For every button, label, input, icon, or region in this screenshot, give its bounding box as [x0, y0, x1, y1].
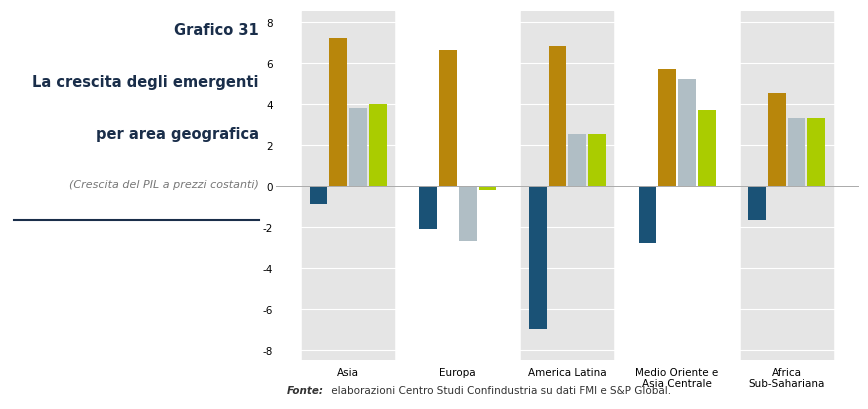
- Bar: [639, 186, 656, 243]
- Bar: [740, 12, 832, 360]
- Bar: [529, 186, 547, 329]
- Bar: [589, 135, 606, 186]
- Text: (Crescita del PIL a prezzi costanti): (Crescita del PIL a prezzi costanti): [69, 179, 259, 189]
- Bar: [698, 110, 715, 186]
- Text: per area geografica: per area geografica: [95, 127, 259, 142]
- Text: Fonte:: Fonte:: [286, 385, 324, 395]
- Bar: [329, 39, 347, 186]
- Bar: [788, 119, 806, 186]
- Bar: [310, 186, 327, 204]
- Bar: [658, 70, 676, 186]
- Bar: [748, 186, 766, 221]
- Bar: [569, 135, 586, 186]
- Bar: [678, 80, 696, 186]
- Bar: [522, 12, 614, 360]
- Bar: [459, 186, 477, 241]
- Bar: [349, 108, 367, 186]
- Bar: [369, 104, 386, 186]
- Text: elaborazioni Centro Studi Confindustria su dati FMI e S&P Global.: elaborazioni Centro Studi Confindustria …: [328, 385, 671, 395]
- Bar: [302, 12, 394, 360]
- Bar: [768, 94, 786, 186]
- Text: Grafico 31: Grafico 31: [174, 22, 259, 38]
- Text: La crescita degli emergenti: La crescita degli emergenti: [32, 75, 259, 90]
- Bar: [478, 186, 496, 190]
- Bar: [419, 186, 437, 229]
- Bar: [439, 51, 457, 186]
- Bar: [807, 119, 825, 186]
- Bar: [549, 47, 567, 186]
